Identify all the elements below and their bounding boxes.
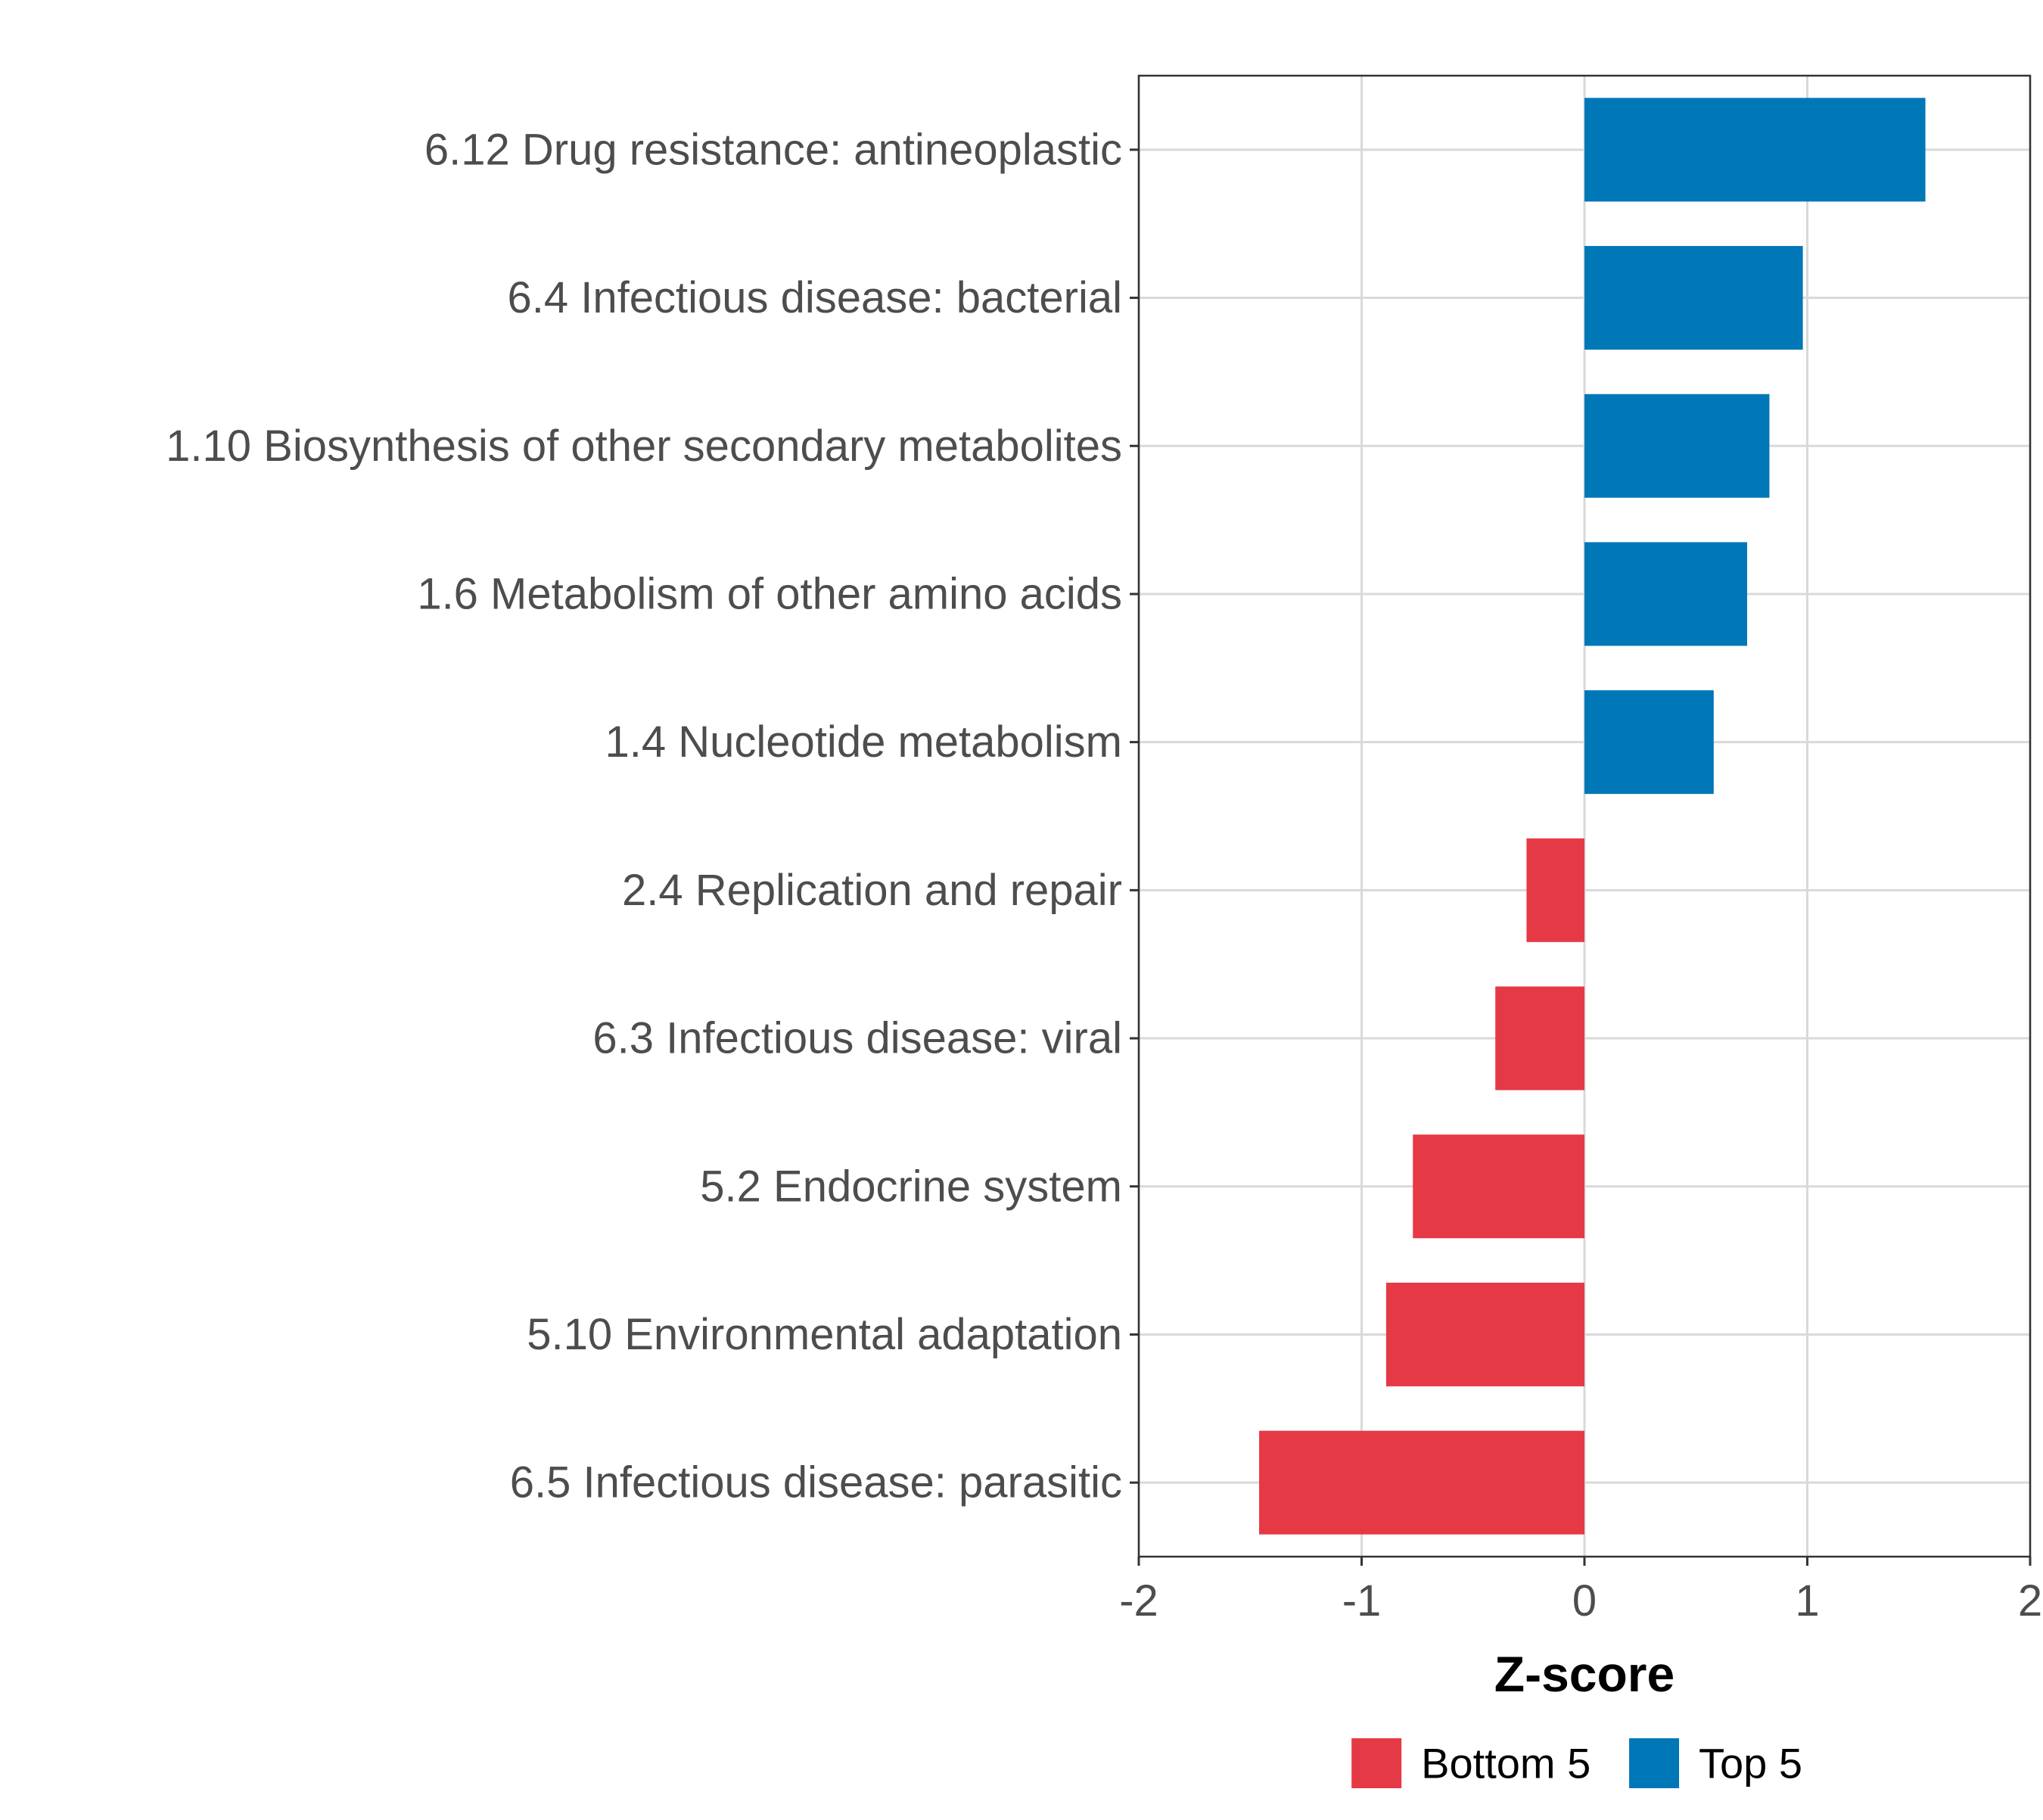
x-tick-label: 1 [1795,1576,1819,1626]
legend-key [1629,1738,1680,1788]
bar [1413,1134,1584,1239]
bar [1259,1430,1584,1535]
bar [1526,838,1584,942]
bars [1259,98,1926,1535]
bar [1584,246,1803,350]
bar [1584,98,1926,202]
bar [1584,394,1770,498]
category-label: 6.5 Infectious disease: parasitic [510,1458,1122,1507]
category-label: 5.10 Environmental adaptation [527,1310,1122,1359]
category-label: 1.6 Metabolism of other amino acids [417,569,1122,618]
legend: Bottom 5 Top 5 [1351,1738,1802,1788]
x-tick-label: 0 [1572,1576,1597,1626]
bar [1495,986,1584,1090]
x-tick-label: -1 [1342,1576,1382,1626]
bar [1385,1282,1584,1386]
x-axis-title: Z-score [1494,1646,1675,1702]
category-label: 6.12 Drug resistance: antineoplastic [424,125,1122,174]
x-tick-label: -2 [1119,1576,1158,1626]
category-label: 2.4 Replication and repair [622,866,1122,915]
legend-label: Top 5 [1699,1740,1802,1787]
category-label: 5.2 Endocrine system [700,1162,1122,1211]
bar [1584,542,1747,646]
legend-key [1351,1738,1402,1788]
y-axis: 6.12 Drug resistance: antineoplastic 6.4 … [166,125,1139,1507]
x-axis: -2 -1 0 1 2 [1119,1557,2042,1626]
category-label: 1.4 Nucleotide metabolism [605,717,1122,767]
category-label: 1.10 Biosynthesis of other secondary met… [166,422,1122,471]
legend-label: Bottom 5 [1421,1740,1591,1787]
x-tick-label: 2 [2018,1576,2042,1626]
category-label: 6.3 Infectious disease: viral [592,1014,1122,1063]
category-label: 6.4 Infectious disease: bacterial [508,273,1122,322]
bar [1584,690,1714,795]
